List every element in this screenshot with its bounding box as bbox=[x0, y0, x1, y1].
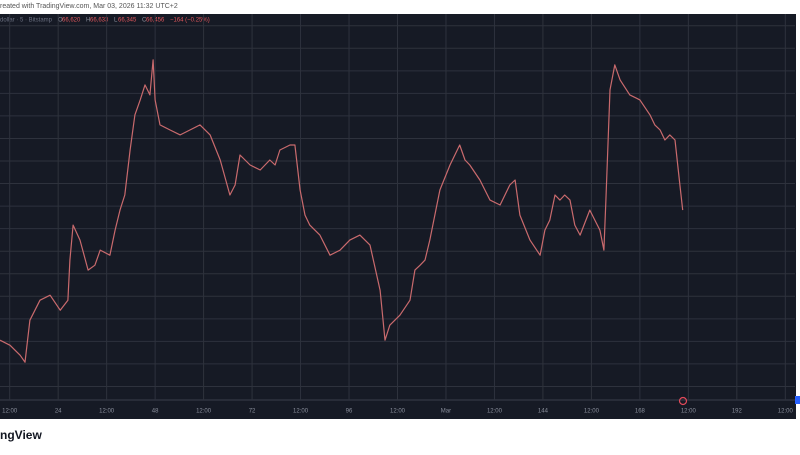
price-line bbox=[0, 59, 684, 363]
ohlc-value: 66,620 bbox=[62, 18, 81, 24]
x-tick-label: 12:00 bbox=[584, 409, 600, 415]
ohlc-value: 66,345 bbox=[118, 18, 137, 24]
ohlc-key: O bbox=[58, 18, 63, 24]
x-tick-label: 12:00 bbox=[390, 409, 406, 415]
ohlc-value: 66,633 bbox=[90, 18, 109, 24]
change: −164 (−0.25%) bbox=[170, 18, 210, 24]
x-tick-label: Mar bbox=[441, 409, 451, 415]
x-tick-label: 96 bbox=[346, 409, 353, 415]
x-tick-label: 12:00 bbox=[99, 409, 115, 415]
x-tick-label: 12:00 bbox=[196, 409, 212, 415]
logo: ngView bbox=[0, 428, 42, 442]
x-tick-label: 168 bbox=[635, 409, 646, 415]
ohlc-key: L bbox=[114, 18, 118, 24]
symbol: dollar · 5 · Bitstamp bbox=[0, 18, 53, 24]
x-tick-label: 12:00 bbox=[2, 409, 18, 415]
x-tick-label: 72 bbox=[249, 409, 256, 415]
created-note: reated with TradingView.com, Mar 03, 202… bbox=[0, 3, 178, 10]
x-tick-label: 12:00 bbox=[293, 409, 309, 415]
ohlc-key: C bbox=[142, 18, 147, 24]
ohlc-key: H bbox=[86, 18, 90, 24]
x-tick-label: 12:00 bbox=[681, 409, 697, 415]
time-marker bbox=[678, 396, 688, 406]
x-tick-label: 192 bbox=[732, 409, 743, 415]
scroll-button[interactable] bbox=[795, 396, 800, 404]
x-tick-label: 12:00 bbox=[487, 409, 503, 415]
x-tick-label: 12:00 bbox=[778, 409, 794, 415]
grid bbox=[0, 14, 795, 400]
x-tick-label: 24 bbox=[55, 409, 62, 415]
x-tick-label: 144 bbox=[538, 409, 549, 415]
x-tick-label: 48 bbox=[152, 409, 159, 415]
